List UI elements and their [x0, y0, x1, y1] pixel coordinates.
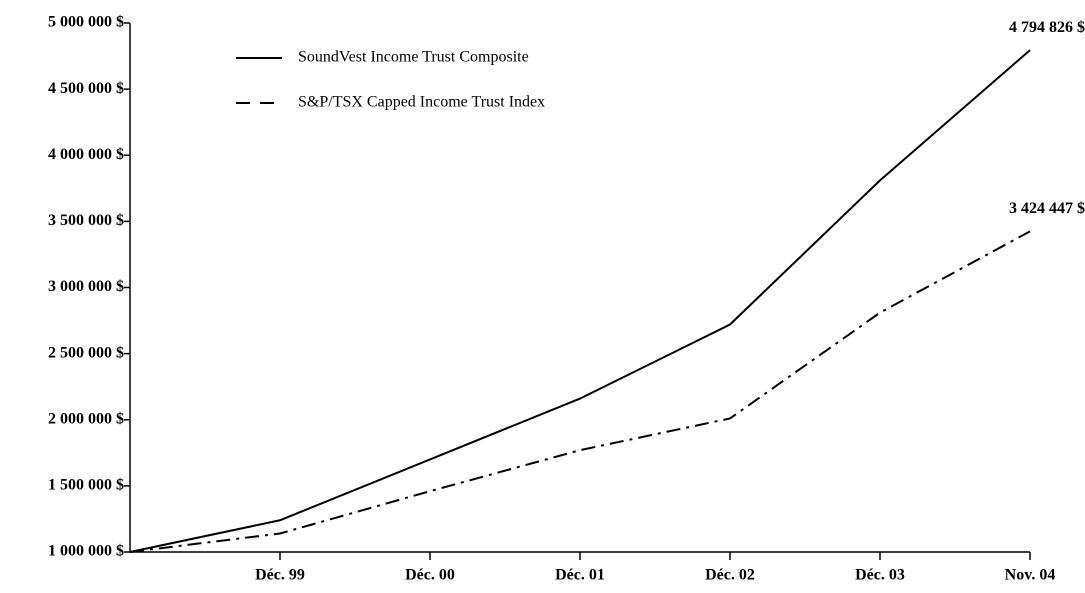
y-tick-label: 4 000 000 $ [48, 146, 124, 163]
y-tick-label: 1 000 000 $ [48, 543, 124, 560]
y-tick-label: 5 000 000 $ [48, 14, 124, 31]
x-tick-label: Déc. 99 [255, 567, 305, 584]
y-tick-label: 2 000 000 $ [48, 410, 124, 427]
series-line [129, 230, 1031, 553]
y-tick-label: 3 000 000 $ [48, 278, 124, 295]
data-label: 4 794 826 $ [1009, 19, 1085, 36]
y-tick-label: 3 500 000 $ [48, 212, 124, 229]
y-tick-label: 4 500 000 $ [48, 80, 124, 97]
series-line [129, 49, 1031, 553]
y-tick-label: 1 500 000 $ [48, 477, 124, 494]
x-tick-label: Déc. 00 [405, 567, 455, 584]
x-tick-label: Déc. 02 [705, 567, 755, 584]
legend-label: SoundVest Income Trust Composite [298, 49, 529, 66]
x-tick-label: Nov. 04 [1005, 567, 1056, 584]
x-tick-label: Déc. 01 [555, 567, 605, 584]
x-tick-label: Déc. 03 [855, 567, 905, 584]
legend-label: S&P/TSX Capped Income Trust Index [298, 94, 545, 111]
data-label: 3 424 447 $ [1009, 200, 1085, 217]
y-tick-label: 2 500 000 $ [48, 344, 124, 361]
